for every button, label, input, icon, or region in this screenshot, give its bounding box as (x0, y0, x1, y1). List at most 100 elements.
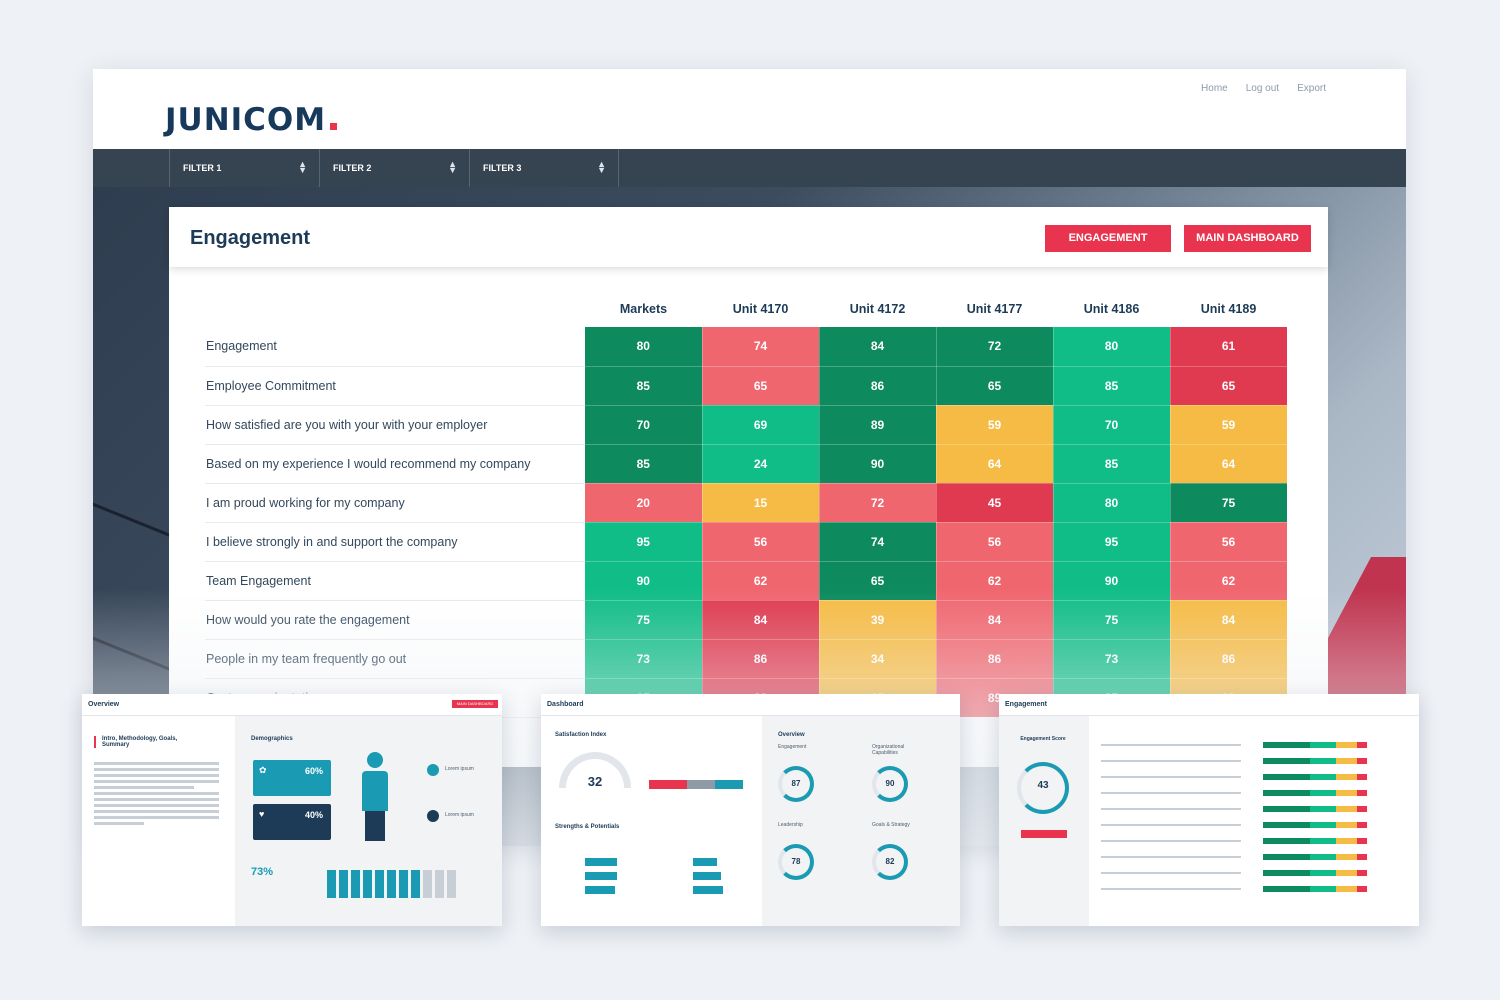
score-cell[interactable]: 59 (936, 405, 1054, 445)
score-cell[interactable]: 80 (1053, 327, 1171, 367)
ring-value: 82 (885, 857, 895, 866)
score-cell[interactable]: 84 (819, 327, 937, 367)
score-cell[interactable]: 80 (585, 327, 703, 367)
page-title: Engagement (190, 227, 311, 249)
leadership-ring: 78 (778, 844, 814, 880)
filter-2-label: FILTER 2 (333, 163, 372, 173)
app-logo[interactable]: JUNICOM (165, 102, 338, 138)
score-cell[interactable]: 56 (702, 522, 820, 562)
main-dashboard-button[interactable]: MAIN DASHBOARD (1184, 225, 1311, 252)
score-cell[interactable]: 56 (936, 522, 1054, 562)
org-ring: 90 (872, 766, 908, 802)
table-row[interactable]: How satisfied are you with your with you… (205, 405, 1288, 445)
score-cell[interactable]: 70 (1053, 405, 1171, 445)
score-cell[interactable]: 65 (702, 366, 820, 406)
table-header-row: Markets Unit 4170 Unit 4172 Unit 4177 Un… (205, 291, 1287, 327)
engagement-button[interactable]: ENGAGEMENT (1045, 225, 1171, 252)
question-text-line (1101, 872, 1241, 874)
body-text-block (94, 762, 219, 828)
column-header[interactable]: Unit 4186 (1083, 302, 1140, 316)
score-cell[interactable]: 80 (1053, 483, 1171, 523)
top-nav: Home Log out Export (1201, 83, 1326, 94)
agree-stack-bar (1263, 774, 1367, 780)
table-row[interactable]: Employee Commitment 85 65 86 65 85 65 (205, 366, 1288, 406)
nav-export-link[interactable]: Export (1297, 83, 1326, 94)
top-bar: JUNICOM Home Log out Export (93, 69, 1406, 149)
score-cell[interactable]: 61 (1170, 327, 1288, 367)
score-cell[interactable]: 85 (1053, 366, 1171, 406)
score-cell[interactable]: 85 (585, 444, 703, 484)
agree-stack-bar (1263, 790, 1367, 796)
dashboard-thumbnail[interactable]: Dashboard Satisfaction Index 32 Strength… (541, 694, 960, 926)
score-cell[interactable]: 74 (702, 327, 820, 367)
score-cell[interactable]: 95 (1053, 522, 1171, 562)
score-cell[interactable]: 56 (1170, 522, 1288, 562)
score-cell[interactable]: 85 (1053, 444, 1171, 484)
score-cell[interactable]: 90 (819, 444, 937, 484)
score-cell[interactable]: 59 (1170, 405, 1288, 445)
strength-bar (585, 872, 617, 880)
score-cell[interactable]: 75 (1170, 483, 1288, 523)
question-text-line (1101, 840, 1241, 842)
table-row[interactable]: Based on my experience I would recommend… (205, 444, 1288, 484)
overview-heading: Overview (778, 732, 805, 738)
score-cell[interactable]: 72 (819, 483, 937, 523)
column-header[interactable]: Unit 4189 (1200, 302, 1257, 316)
stat-value: 60% (304, 766, 323, 776)
score-cell[interactable]: 65 (936, 366, 1054, 406)
score-cell[interactable]: 45 (936, 483, 1054, 523)
table-row[interactable]: Engagement 80 74 84 72 80 61 (205, 327, 1288, 367)
column-header[interactable]: Unit 4172 (849, 302, 906, 316)
thumbnail-title: Overview (82, 694, 502, 716)
score-cell[interactable]: 85 (585, 366, 703, 406)
row-label: Engagement (205, 327, 585, 367)
table-row[interactable]: I am proud working for my company 20 15 72 4… (205, 483, 1288, 523)
row-label: How satisfied are you with your with you… (205, 405, 585, 445)
question-text-line (1101, 824, 1241, 826)
filter-1-select[interactable]: FILTER 1 ▲ ▼ (169, 149, 319, 187)
score-cell[interactable]: 89 (819, 405, 937, 445)
column-header[interactable]: Unit 4170 (732, 302, 789, 316)
question-text-line (1101, 776, 1241, 778)
thumbnail-title: Dashboard (541, 694, 960, 716)
score-cell[interactable]: 70 (585, 405, 703, 445)
strength-bar (585, 858, 617, 866)
score-cell[interactable]: 86 (819, 366, 937, 406)
agree-stack-bar (1263, 758, 1367, 764)
score-cell[interactable]: 24 (702, 444, 820, 484)
filter-1-label: FILTER 1 (183, 163, 222, 173)
engagement-thumbnail[interactable]: Engagement Engagement Score 43 (999, 694, 1419, 926)
people-icons (327, 870, 459, 903)
nav-home-link[interactable]: Home (1201, 83, 1228, 94)
table-row[interactable]: I believe strongly in and support the co… (205, 522, 1288, 562)
score-cell[interactable]: 20 (585, 483, 703, 523)
filter-2-select[interactable]: FILTER 2 ▲ ▼ (319, 149, 469, 187)
score-cell[interactable]: 64 (936, 444, 1054, 484)
question-text-line (1101, 760, 1241, 762)
overview-thumbnail[interactable]: Overview MAIN DASHBOARD Intro, Methodolo… (82, 694, 502, 926)
distribution-bar (649, 780, 743, 789)
goals-ring: 82 (872, 844, 908, 880)
legend-label: Lorem ipsum (445, 766, 474, 772)
row-label: Based on my experience I would recommend… (205, 444, 585, 484)
engagement-ring: 87 (778, 766, 814, 802)
score-cell[interactable]: 69 (702, 405, 820, 445)
score-cell[interactable]: 95 (585, 522, 703, 562)
ring-label: Leadership (778, 822, 803, 828)
weakness-bar (693, 872, 721, 880)
heart-icon: ♥ (259, 809, 265, 819)
score-cell[interactable]: 65 (1170, 366, 1288, 406)
overview-area: Overview Engagement Organizational Capab… (762, 716, 960, 926)
column-header[interactable]: Markets (619, 302, 668, 316)
filter-3-select[interactable]: FILTER 3 ▲ ▼ (469, 149, 619, 187)
score-cell[interactable]: 72 (936, 327, 1054, 367)
panel-header: Engagement ENGAGEMENT MAIN DASHBOARD (169, 207, 1328, 267)
score-ring: 43 (1017, 762, 1069, 814)
question-text-line (1101, 856, 1241, 858)
nav-logout-link[interactable]: Log out (1245, 83, 1280, 94)
column-header[interactable]: Unit 4177 (966, 302, 1023, 316)
score-cell[interactable]: 64 (1170, 444, 1288, 484)
demographics-area: Demographics ✿ 60% ♥ 40% Lorem ipsum Lor… (235, 716, 502, 926)
score-cell[interactable]: 74 (819, 522, 937, 562)
score-cell[interactable]: 15 (702, 483, 820, 523)
